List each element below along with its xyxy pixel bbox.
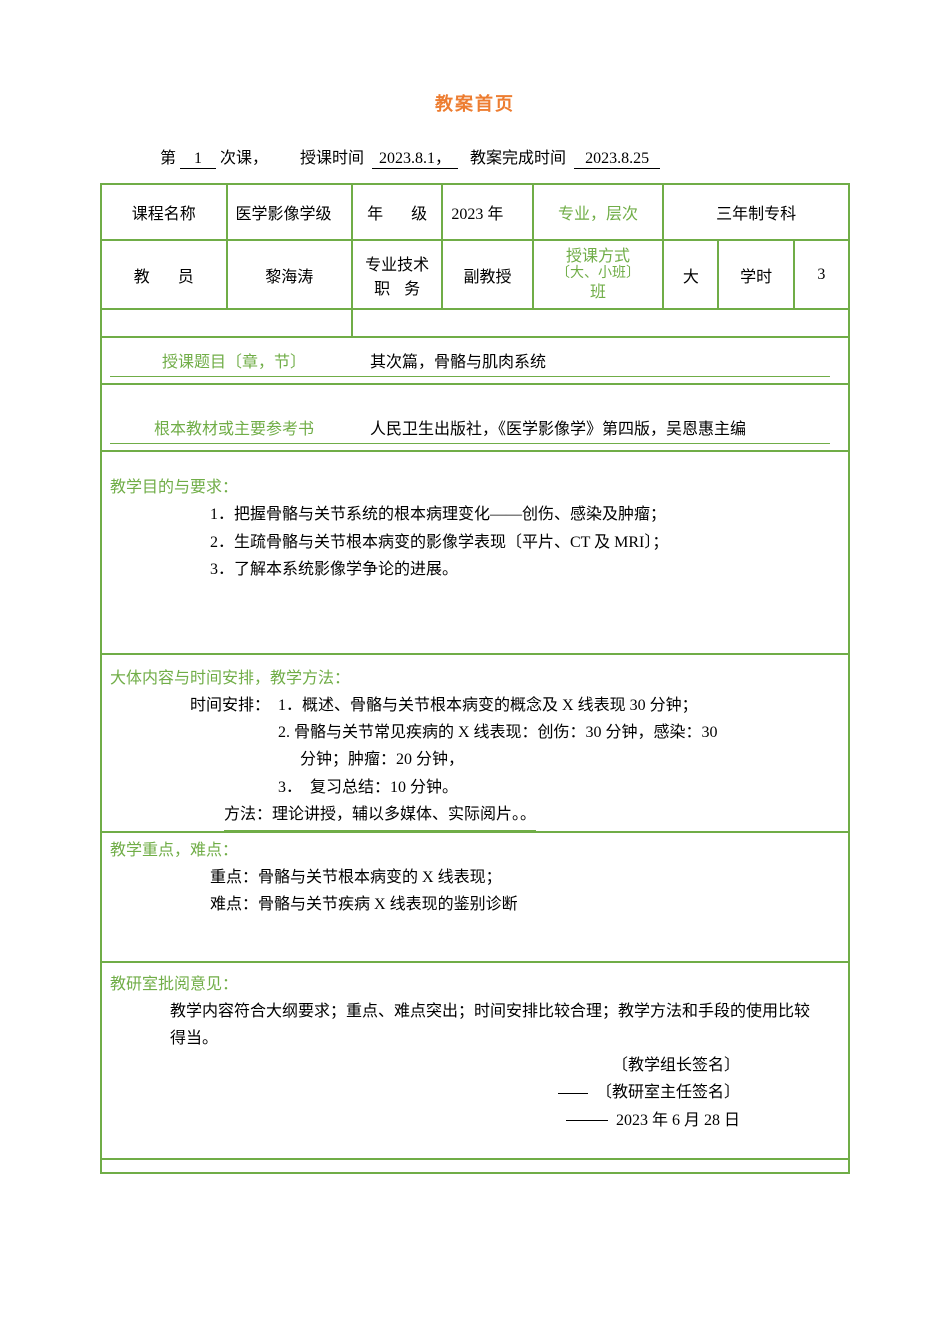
topic-value: 其次篇，骨骼与肌肉系统 [358,344,830,377]
objectives-label: 教学目的与要求： [110,474,840,501]
hours: 3 [794,240,849,309]
list-item: 3．了解本系统影像学争论的进展。 [210,556,840,583]
grade-label: 年级 [352,184,442,240]
spacer-row [101,309,849,337]
header-prefix: 第 [160,150,176,167]
course-name: 医学影像学级 [227,184,353,240]
schedule-row: 大体内容与时间安排，教学方法： 时间安排： 1．概述、骨骼与关节根本病变的概念及… [101,654,849,832]
plan-done-label: 教案完成时间 [470,150,566,167]
signature-block: 〔教学组长签名〕 〔教研室主任签名〕 2023 年 6 月 28 日 [110,1052,840,1134]
lesson-suffix: 次课， [220,150,268,167]
teacher-label: 教员 [101,240,227,309]
bottom-row [101,1159,849,1173]
list-item: 1．概述、骨骼与关节根本病变的概念及 X 线表现 30 分钟； [278,697,698,714]
major: 三年制专科 [663,184,849,240]
grade: 2023 年 [442,184,532,240]
method-label: 方法： [224,806,272,823]
review-date: 2023 年 6 月 28 日 [616,1112,740,1129]
review-row: 教研室批阅意见： 教学内容符合大纲要求；重点、难点突出；时间安排比较合理；教学方… [101,962,849,1159]
textbook-value: 人民卫生出版社，《医学影像学》第四版，吴恩惠主编 [358,411,830,444]
mode: 大 [663,240,718,309]
teach-time: 2023.8.1， [372,144,458,169]
sig-line [558,1093,588,1094]
schedule-label: 大体内容与时间安排，教学方法： [110,665,840,692]
time-label: 时间安排： [190,697,270,714]
sig2: 〔教研室主任签名〕 [596,1084,740,1101]
teacher: 黎海涛 [227,240,353,309]
teach-time-label: 授课时间 [300,150,364,167]
title-label: 专业技术 职务 [352,240,442,309]
objectives-content: 1．把握骨骼与关节系统的根本病理变化——创伤、感染及肿瘤； 2．生疏骨骼与关节根… [110,501,840,583]
textbook-label: 根本教材或主要参考书 [110,411,358,444]
textbook-row: 根本教材或主要参考书 人民卫生出版社，《医学影像学》第四版，吴恩惠主编 [101,384,849,451]
method: 理论讲授，辅以多媒体、实际阅片。。 [272,806,536,823]
lesson-number: 1 [180,150,216,169]
diff-label: 难点： [210,896,258,913]
title-value: 副教授 [442,240,532,309]
objectives-row: 教学目的与要求： 1．把握骨骼与关节系统的根本病理变化——创伤、感染及肿瘤； 2… [101,451,849,654]
page-title: 教案首页 [100,90,850,116]
keypoints-row: 教学重点，难点： 重点：骨骼与关节根本病变的 X 线表现； 难点：骨骼与关节疾病… [101,832,849,962]
header-line: 第 1 次课， 授课时间 2023.8.1， 教案完成时间 2023.8.25 [100,144,850,169]
major-label: 专业，层次 [533,184,664,240]
list-item: 3． 复习总结：10 分钟。 [190,774,840,801]
sig1: 〔教学组长签名〕 [170,1052,740,1079]
key-label: 重点： [210,869,258,886]
list-item: 1．把握骨骼与关节系统的根本病理变化——创伤、感染及肿瘤； [210,501,840,528]
diff: 骨骼与关节疾病 X 线表现的鉴别诊断 [258,896,518,913]
list-item: 2．生疏骨骼与关节根本病变的影像学表现〔平片、CT 及 MRI〕； [210,529,840,556]
keypoints-label: 教学重点，难点： [110,837,840,864]
course-name-label: 课程名称 [101,184,227,240]
list-item: 2. 骨骼与关节常见疾病的 X 线表现：创伤：30 分钟，感染：30 [190,719,840,746]
topic-row: 授课题目〔章，节〕 其次篇，骨骼与肌肉系统 [101,337,849,384]
table-row: 课程名称 医学影像学级 年级 2023 年 专业，层次 三年制专科 [101,184,849,240]
mode-label: 授课方式 〔大、小班〕 班 [533,240,664,309]
review-text: 教学内容符合大纲要求；重点、难点突出；时间安排比较合理；教学方法和手段的使用比较… [110,998,840,1052]
hours-label: 学时 [718,240,793,309]
keypoints-content: 重点：骨骼与关节根本病变的 X 线表现； 难点：骨骼与关节疾病 X 线表现的鉴别… [110,864,840,918]
lesson-plan-table: 课程名称 医学影像学级 年级 2023 年 专业，层次 三年制专科 教员 黎海涛… [100,183,850,1174]
topic-label: 授课题目〔章，节〕 [110,344,358,377]
review-label: 教研室批阅意见： [110,971,840,998]
schedule-content: 时间安排： 1．概述、骨骼与关节根本病变的概念及 X 线表现 30 分钟； 2.… [110,692,840,831]
plan-done: 2023.8.25 [574,150,660,169]
list-item: 分钟；肿瘤：20 分钟， [190,746,840,773]
sig-line [566,1120,608,1121]
key: 骨骼与关节根本病变的 X 线表现； [258,869,502,886]
table-row: 教员 黎海涛 专业技术 职务 副教授 授课方式 〔大、小班〕 班 大 学时 3 [101,240,849,309]
